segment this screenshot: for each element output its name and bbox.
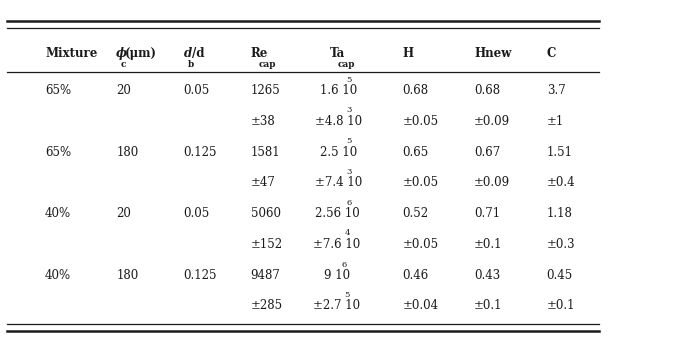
Text: 3: 3 — [347, 106, 352, 114]
Text: 20: 20 — [116, 208, 131, 220]
Text: 1581: 1581 — [251, 146, 280, 159]
Text: 1.6 10: 1.6 10 — [320, 84, 357, 97]
Text: 180: 180 — [116, 146, 138, 159]
Text: cap: cap — [259, 60, 277, 70]
Text: ±0.05: ±0.05 — [403, 176, 439, 189]
Text: ±0.1: ±0.1 — [547, 299, 575, 312]
Text: 2.56 10: 2.56 10 — [315, 208, 360, 220]
Text: 40%: 40% — [45, 269, 71, 282]
Text: (μm): (μm) — [125, 47, 156, 60]
Text: ±0.05: ±0.05 — [403, 115, 439, 128]
Text: cap: cap — [338, 60, 356, 70]
Text: 0.68: 0.68 — [403, 84, 429, 97]
Text: Re: Re — [251, 47, 268, 60]
Text: 6: 6 — [347, 199, 352, 207]
Text: ±0.04: ±0.04 — [403, 299, 439, 312]
Text: 0.71: 0.71 — [474, 208, 500, 220]
Text: 0.65: 0.65 — [403, 146, 429, 159]
Text: 6: 6 — [342, 261, 347, 269]
Text: ±0.09: ±0.09 — [474, 176, 510, 189]
Text: ±47: ±47 — [251, 176, 275, 189]
Text: C: C — [547, 47, 556, 60]
Text: ±0.4: ±0.4 — [547, 176, 575, 189]
Text: ±4.8 10: ±4.8 10 — [315, 115, 362, 128]
Text: ±7.4 10: ±7.4 10 — [315, 176, 362, 189]
Text: 20: 20 — [116, 84, 131, 97]
Text: ±0.3: ±0.3 — [547, 238, 575, 251]
Text: 0.52: 0.52 — [403, 208, 429, 220]
Text: 0.125: 0.125 — [183, 146, 217, 159]
Text: 5: 5 — [347, 137, 352, 145]
Text: 0.43: 0.43 — [474, 269, 500, 282]
Text: 0.45: 0.45 — [547, 269, 573, 282]
Text: 5060: 5060 — [251, 208, 280, 220]
Text: 3.7: 3.7 — [547, 84, 565, 97]
Text: ±0.1: ±0.1 — [474, 299, 502, 312]
Text: ±0.1: ±0.1 — [474, 238, 502, 251]
Text: 0.05: 0.05 — [183, 84, 210, 97]
Text: 1.18: 1.18 — [547, 208, 572, 220]
Text: 4: 4 — [344, 229, 349, 237]
Text: ±7.6 10: ±7.6 10 — [313, 238, 360, 251]
Text: Hnew: Hnew — [474, 47, 511, 60]
Text: 2.5 10: 2.5 10 — [320, 146, 357, 159]
Text: 0.05: 0.05 — [183, 208, 210, 220]
Text: 0.68: 0.68 — [474, 84, 500, 97]
Text: 1265: 1265 — [251, 84, 280, 97]
Text: H: H — [403, 47, 414, 60]
Text: ±152: ±152 — [251, 238, 282, 251]
Text: 9 10: 9 10 — [324, 269, 350, 282]
Text: b: b — [188, 60, 194, 70]
Text: 5: 5 — [344, 291, 349, 299]
Text: 0.125: 0.125 — [183, 269, 217, 282]
Text: /d: /d — [192, 47, 204, 60]
Text: 40%: 40% — [45, 208, 71, 220]
Text: ±2.7 10: ±2.7 10 — [313, 299, 360, 312]
Text: ±285: ±285 — [251, 299, 282, 312]
Text: ±0.05: ±0.05 — [403, 238, 439, 251]
Text: 3: 3 — [347, 167, 352, 175]
Text: ±38: ±38 — [251, 115, 275, 128]
Text: 180: 180 — [116, 269, 138, 282]
Text: ±1: ±1 — [547, 115, 564, 128]
Text: 9487: 9487 — [251, 269, 280, 282]
Text: Mixture: Mixture — [45, 47, 98, 60]
Text: c: c — [120, 60, 126, 70]
Text: Ta: Ta — [329, 47, 345, 60]
Text: 0.67: 0.67 — [474, 146, 500, 159]
Text: 0.46: 0.46 — [403, 269, 429, 282]
Text: ±0.09: ±0.09 — [474, 115, 510, 128]
Text: 65%: 65% — [45, 146, 71, 159]
Text: 65%: 65% — [45, 84, 71, 97]
Text: 1.51: 1.51 — [547, 146, 573, 159]
Text: d: d — [183, 47, 192, 60]
Text: ϕ: ϕ — [116, 47, 127, 60]
Text: 5: 5 — [347, 76, 352, 84]
